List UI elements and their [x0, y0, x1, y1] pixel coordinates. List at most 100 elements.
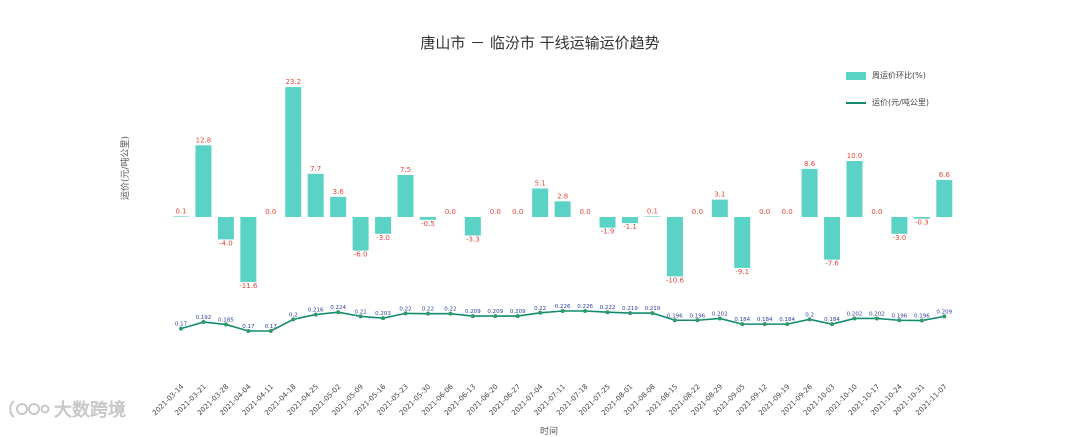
price-point-label: 0.224: [330, 305, 346, 311]
legend-item-bar: 周运价环比(%): [846, 70, 929, 81]
price-point-label: 0.226: [577, 304, 593, 310]
bar: [240, 217, 257, 282]
price-point: [672, 318, 677, 323]
bar-value-label: -1.9: [601, 228, 615, 236]
bar: [846, 161, 863, 217]
price-point-label: 0.184: [734, 317, 750, 323]
bar-value-label: 0.0: [490, 208, 501, 216]
bar: [622, 217, 638, 224]
price-point: [852, 316, 857, 321]
bar-value-label: -6.0: [354, 251, 368, 259]
legend: 周运价环比(%) 运价(元/吨公里): [846, 70, 929, 124]
price-point-label: 0.209: [936, 309, 952, 315]
price-point-label: 0.196: [689, 313, 705, 319]
price-point: [807, 317, 812, 322]
chart-title: 唐山市 － 临汾市 干线运输运价趋势: [420, 34, 660, 52]
price-point: [560, 309, 565, 313]
price-point-label: 0.17: [242, 324, 255, 330]
price-point-label: 0.202: [712, 311, 728, 317]
bar: [666, 217, 683, 277]
price-point-label: 0.184: [824, 317, 840, 323]
bar: [285, 87, 302, 217]
price-point-label: 0.17: [265, 324, 278, 330]
watermark-logo-icon: [9, 400, 50, 418]
price-point-label: 0.192: [196, 315, 212, 321]
bar: [307, 173, 324, 217]
bar-value-label: -9.1: [735, 268, 749, 276]
bar-value-label: -3.0: [376, 234, 390, 242]
bar-value-label: 3.1: [714, 191, 725, 199]
bar: [532, 188, 549, 217]
price-point: [583, 309, 588, 313]
bar-value-label: -3.3: [466, 235, 480, 243]
bar-value-label: 23.2: [285, 78, 301, 86]
price-point-label: 0.17: [175, 322, 188, 328]
bar: [644, 216, 661, 217]
price-point: [493, 314, 498, 319]
price-point-label: 0.185: [218, 317, 234, 323]
watermark-text: 大数跨境: [54, 400, 126, 421]
bar: [173, 216, 189, 217]
price-point: [605, 310, 610, 315]
watermark: 大数跨境: [8, 396, 126, 422]
bar-value-label: -4.0: [219, 239, 233, 247]
price-point-label: 0.184: [779, 317, 795, 323]
bar-value-label: 8.6: [804, 160, 816, 168]
price-point-label: 0.216: [308, 308, 324, 314]
price-point-label: 0.196: [914, 314, 930, 320]
price-point: [942, 314, 947, 319]
legend-line-label: 运价(元/吨公里): [872, 98, 929, 107]
price-point: [246, 329, 251, 333]
legend-bar-label: 周运价环比(%): [872, 71, 926, 80]
bar: [195, 145, 212, 217]
bar: [397, 175, 414, 217]
price-point: [717, 316, 722, 321]
price-point: [313, 312, 318, 317]
bar: [375, 217, 392, 234]
price-point-label: 0.22: [534, 306, 546, 312]
bar-value-label: 10.0: [847, 152, 863, 160]
price-point-label: 0.222: [600, 305, 616, 311]
bar: [464, 217, 481, 236]
price-point-label: 0.22: [399, 306, 411, 312]
price-point: [919, 318, 924, 323]
price-point-label: 0.219: [622, 306, 638, 312]
price-point: [403, 311, 408, 316]
price-point-label: 0.209: [465, 309, 481, 315]
price-point: [740, 322, 745, 327]
bar: [330, 196, 347, 217]
bar-value-label: 0.0: [265, 208, 276, 216]
bar: [599, 217, 616, 228]
legend-line-swatch: [846, 101, 866, 104]
bar: [419, 217, 436, 220]
price-point-label: 0.202: [847, 311, 863, 317]
legend-item-line: 运价(元/吨公里): [846, 97, 929, 108]
price-point: [291, 317, 296, 322]
price-point-label: 0.219: [645, 306, 661, 312]
bar-value-label: 0.1: [647, 207, 658, 215]
price-point: [628, 311, 632, 316]
bar-value-label: -10.6: [666, 276, 685, 284]
price-point: [470, 314, 475, 319]
price-point-label: 0.209: [510, 309, 526, 315]
price-point: [830, 322, 835, 327]
price-point: [223, 322, 228, 327]
price-point-label: 0.196: [892, 313, 908, 319]
bar-value-label: 0.0: [445, 208, 456, 216]
bar: [936, 180, 953, 217]
bar-value-label: 7.7: [310, 165, 321, 173]
bar-value-label: 6.6: [939, 171, 951, 179]
price-point-label: 0.21: [354, 309, 366, 315]
price-point-label: 0.2: [289, 312, 298, 318]
bar-value-label: -11.6: [239, 282, 258, 290]
price-point: [201, 320, 206, 325]
bar-value-label: 0.0: [782, 208, 793, 216]
price-point-label: 0.203: [375, 311, 391, 317]
bar-value-label: 0.0: [512, 208, 523, 216]
price-point: [448, 311, 453, 316]
price-point: [785, 322, 790, 327]
bar-value-label: 0.0: [759, 208, 770, 216]
price-point: [874, 316, 879, 321]
